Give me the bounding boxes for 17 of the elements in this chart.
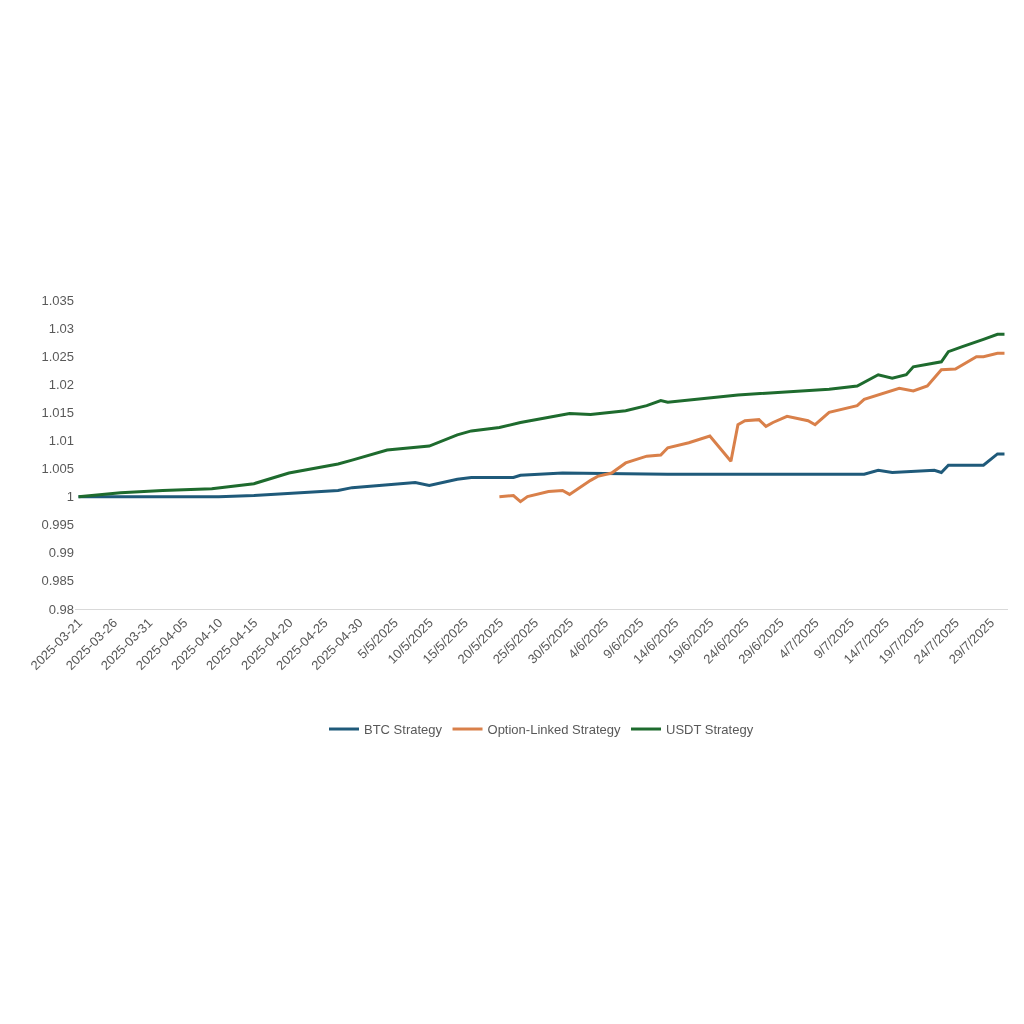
y-tick-label: 0.995 xyxy=(41,517,74,533)
y-tick-label: 0.985 xyxy=(41,573,74,589)
line-series xyxy=(77,332,1006,499)
y-tick-label: 1.03 xyxy=(48,320,74,336)
y-tick-label: 1.02 xyxy=(48,376,74,392)
line-series xyxy=(497,351,1006,504)
y-tick-label: 1.025 xyxy=(41,348,74,364)
y-tick-label: 0.99 xyxy=(48,545,74,561)
legend-label: Option-Linked Strategy xyxy=(487,722,621,738)
legend-label: BTC Strategy xyxy=(364,722,443,738)
y-tick-label: 1.015 xyxy=(41,404,74,420)
y-tick-label: 0.98 xyxy=(48,601,74,617)
legend-label: USDT Strategy xyxy=(665,722,754,738)
y-tick-label: 1.005 xyxy=(41,461,74,477)
y-tick-label: 1 xyxy=(66,489,74,505)
y-tick-label: 1.01 xyxy=(48,433,74,448)
y-tick-label: 1.035 xyxy=(41,292,74,308)
